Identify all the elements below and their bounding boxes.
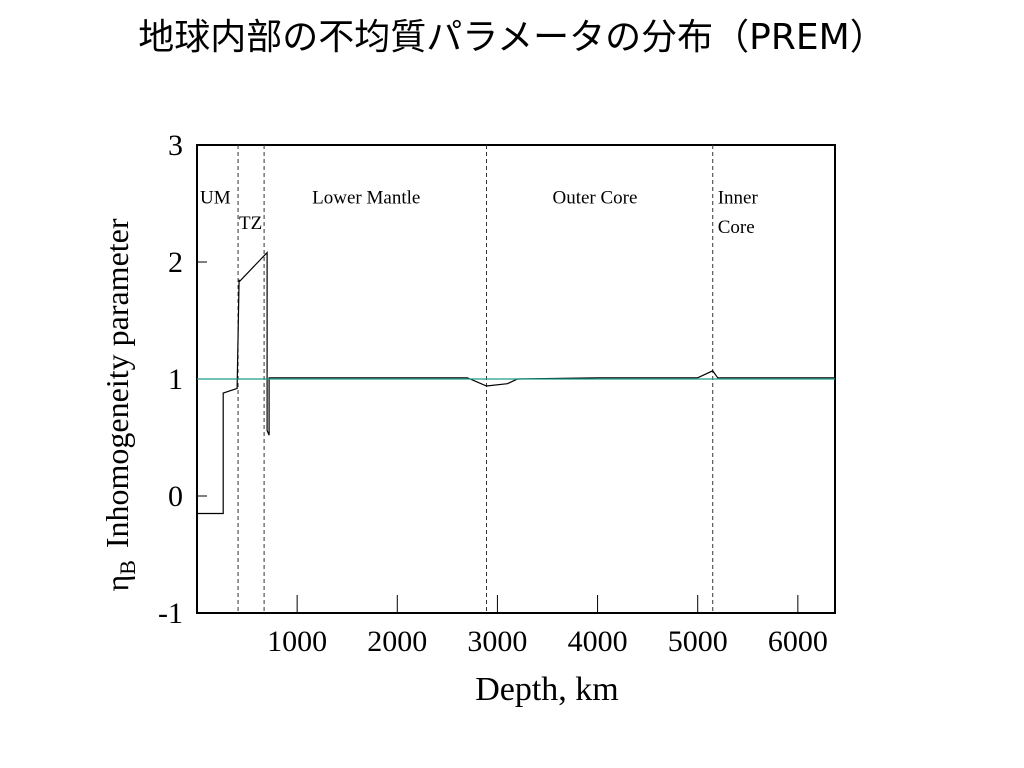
x-tick-label: 6000 [768,625,828,658]
y-tick-label: 0 [168,480,183,513]
region-label: UM [200,188,231,209]
x-tick-label: 3000 [467,625,527,658]
y-axis-symbol: η [99,575,135,592]
y-axis-label: ηB Inhomogeneity parameter [99,218,140,591]
y-tick-label: 1 [168,363,183,396]
x-tick-label: 2000 [367,625,427,658]
region-label: Lower Mantle [312,188,420,209]
y-axis-subscript: B [115,560,140,575]
x-tick-label: 4000 [568,625,628,658]
region-label: Inner [718,188,759,209]
y-tick-label: -1 [158,597,183,630]
y-tick-label: 3 [168,129,183,162]
region-label: TZ [239,213,262,234]
series-line [197,251,835,515]
y-axis-text: Inhomogeneity parameter [99,218,135,548]
slide-title: 地球内部の不均質パラメータの分布（PREM） [138,17,886,58]
x-tick-label: 5000 [668,625,728,658]
x-tick-label: 1000 [267,625,327,658]
y-tick-label: 2 [168,246,183,279]
x-axis-label: Depth, km [475,671,619,708]
region-label: Outer Core [553,188,638,209]
region-label: Core [718,217,755,238]
